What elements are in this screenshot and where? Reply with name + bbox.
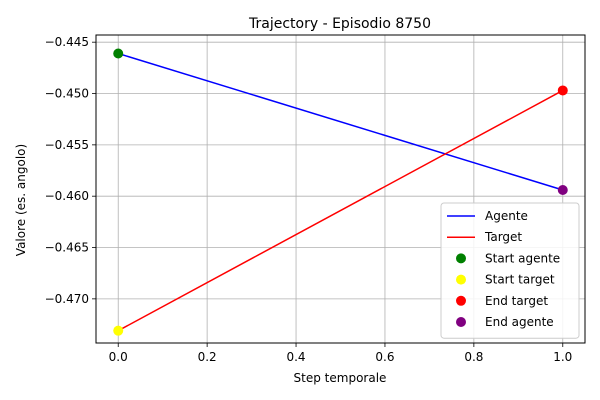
- x-tick-label: 0.2: [198, 350, 217, 364]
- series-line-target: [117, 89, 564, 332]
- legend-label-target: Target: [484, 230, 522, 244]
- x-axis-label: Step temporale: [294, 371, 387, 385]
- legend-swatch-end-target: [456, 295, 466, 306]
- axis-ticks: 0.0 0.2 0.4 0.6 0.8 1.0 −0.470 −0.465 −0.460 −0.4…: [45, 35, 573, 364]
- legend-swatch-start-agente: [456, 253, 466, 264]
- x-tick-label: 0.0: [109, 350, 128, 364]
- y-axis-label: Valore (es. angolo): [14, 144, 28, 256]
- legend-label-start-target: Start target: [485, 273, 555, 287]
- legend-label-end-agente: End agente: [485, 315, 554, 329]
- chart-title: Trajectory - Episodio 8750: [248, 16, 431, 32]
- point-start-target: [113, 325, 124, 336]
- point-end-target: [557, 85, 568, 96]
- y-tick-label: −0.445: [45, 35, 89, 49]
- x-tick-label: 0.8: [464, 350, 483, 364]
- y-tick-label: −0.465: [45, 241, 89, 255]
- point-end-agente: [557, 185, 568, 196]
- y-tick-label: −0.460: [45, 189, 89, 203]
- legend-swatch-start-target: [456, 274, 466, 285]
- x-tick-label: 0.6: [375, 350, 394, 364]
- plot-series: [113, 48, 568, 336]
- legend-swatch-end-agente: [456, 317, 466, 327]
- y-tick-label: −0.450: [45, 87, 89, 101]
- y-tick-label: −0.470: [45, 292, 89, 306]
- legend-label-start-agente: Start agente: [485, 251, 560, 265]
- legend-box: [440, 202, 580, 339]
- series-line-agente: [118, 52, 563, 191]
- y-tick-label: −0.455: [45, 138, 89, 152]
- point-start-agente: [113, 48, 124, 59]
- plot-frame: [95, 34, 586, 344]
- x-tick-label: 0.4: [286, 350, 305, 364]
- x-tick-label: 1.0: [553, 350, 572, 364]
- legend-label-end-target: End target: [485, 294, 548, 308]
- legend-label-agente: Agente: [485, 209, 528, 223]
- legend: Agente Target Start agente Start target End …: [440, 202, 580, 339]
